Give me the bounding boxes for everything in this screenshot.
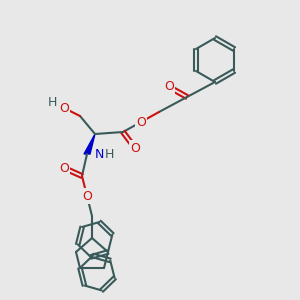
Text: O: O: [136, 116, 146, 128]
Text: O: O: [59, 161, 69, 175]
Text: O: O: [164, 80, 174, 94]
Text: H: H: [105, 148, 114, 160]
Text: H: H: [47, 97, 57, 110]
Text: N: N: [95, 148, 104, 160]
Polygon shape: [84, 134, 95, 154]
Text: O: O: [82, 190, 92, 202]
Text: O: O: [130, 142, 140, 154]
Text: O: O: [59, 101, 69, 115]
